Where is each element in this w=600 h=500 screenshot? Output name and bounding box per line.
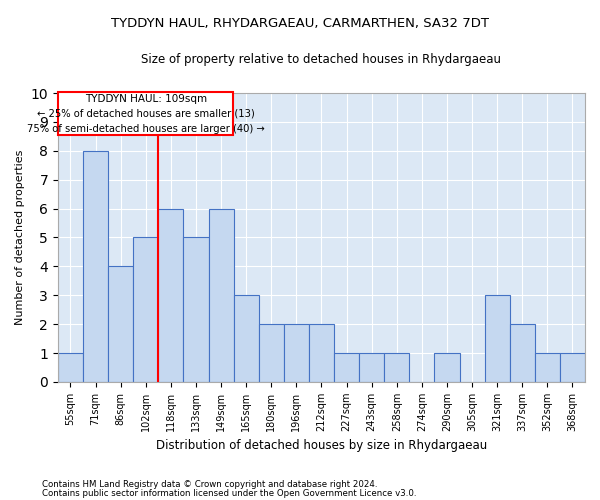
X-axis label: Distribution of detached houses by size in Rhydargaeau: Distribution of detached houses by size … <box>156 440 487 452</box>
Bar <box>510 324 535 382</box>
Bar <box>535 353 560 382</box>
Text: Contains public sector information licensed under the Open Government Licence v3: Contains public sector information licen… <box>42 489 416 498</box>
Bar <box>58 353 83 382</box>
Bar <box>384 353 409 382</box>
FancyBboxPatch shape <box>58 92 233 135</box>
Bar <box>83 151 108 382</box>
Bar <box>359 353 384 382</box>
Bar <box>158 208 184 382</box>
Text: ← 25% of detached houses are smaller (13): ← 25% of detached houses are smaller (13… <box>37 109 254 119</box>
Bar <box>233 296 259 382</box>
Bar <box>560 353 585 382</box>
Bar <box>334 353 359 382</box>
Y-axis label: Number of detached properties: Number of detached properties <box>15 150 25 325</box>
Text: TYDDYN HAUL: 109sqm: TYDDYN HAUL: 109sqm <box>85 94 207 104</box>
Bar <box>434 353 460 382</box>
Text: TYDDYN HAUL, RHYDARGAEAU, CARMARTHEN, SA32 7DT: TYDDYN HAUL, RHYDARGAEAU, CARMARTHEN, SA… <box>111 18 489 30</box>
Bar <box>259 324 284 382</box>
Bar <box>485 296 510 382</box>
Bar <box>133 238 158 382</box>
Bar <box>309 324 334 382</box>
Title: Size of property relative to detached houses in Rhydargaeau: Size of property relative to detached ho… <box>142 52 502 66</box>
Bar <box>209 208 233 382</box>
Text: 75% of semi-detached houses are larger (40) →: 75% of semi-detached houses are larger (… <box>27 124 265 134</box>
Text: Contains HM Land Registry data © Crown copyright and database right 2024.: Contains HM Land Registry data © Crown c… <box>42 480 377 489</box>
Bar <box>184 238 209 382</box>
Bar <box>108 266 133 382</box>
Bar <box>284 324 309 382</box>
